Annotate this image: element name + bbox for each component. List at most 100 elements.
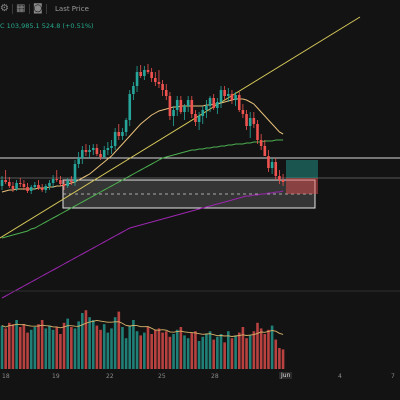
candle: [278, 170, 281, 184]
candle-body: [8, 182, 11, 186]
volume-bar: [117, 311, 121, 369]
candle-body: [44, 186, 48, 190]
candle-body: [59, 180, 62, 184]
candle: [11, 182, 15, 192]
candle-body: [128, 94, 132, 120]
candle-body: [33, 185, 37, 187]
candle-body: [270, 162, 274, 168]
candle-body: [4, 180, 7, 182]
candle-body: [274, 162, 278, 176]
candle: [135, 66, 139, 92]
volume-bar: [259, 328, 263, 369]
candle: [234, 92, 237, 106]
candle: [59, 176, 62, 186]
candle-body: [230, 94, 234, 100]
volume-bar: [95, 325, 99, 369]
candle-body: [66, 181, 69, 186]
volume-bar: [135, 331, 139, 369]
candle-body: [245, 114, 248, 126]
volume-bar: [4, 328, 7, 369]
toolbar-divider: [29, 4, 30, 14]
candle: [26, 183, 29, 193]
candle: [124, 118, 128, 136]
x-axis-label: 4: [338, 373, 342, 380]
candle-body: [88, 150, 91, 152]
candle: [73, 160, 77, 186]
candle-body: [216, 102, 219, 108]
volume-bar: [55, 327, 59, 369]
candle: [106, 142, 110, 155]
candle-body: [161, 84, 164, 90]
x-axis-label: 25: [158, 373, 166, 380]
volume-bar: [205, 334, 208, 369]
candle: [81, 146, 84, 164]
volume-bar: [183, 335, 186, 369]
price-mode-selector[interactable]: Last Price: [55, 5, 89, 13]
candle-body: [22, 184, 26, 187]
candle-body: [29, 187, 33, 191]
candle: [263, 140, 267, 156]
candle: [70, 176, 73, 185]
candle-body: [190, 100, 194, 114]
volume-bar: [237, 332, 241, 369]
volume-bar: [88, 317, 91, 369]
candle: [51, 175, 55, 188]
candle: [150, 68, 153, 82]
candle: [128, 90, 132, 126]
candle-body: [252, 118, 256, 124]
candle: [256, 120, 259, 144]
candle-body: [281, 180, 285, 182]
volume-bar: [40, 320, 44, 369]
volume-bar: [223, 342, 226, 369]
candle-body: [241, 110, 245, 114]
candle: [113, 128, 117, 150]
candle: [179, 96, 183, 114]
toolbar-divider: [12, 4, 13, 14]
candle: [55, 170, 59, 182]
volume-bar: [102, 324, 106, 369]
volume-bar: [197, 341, 201, 369]
candle-body: [267, 156, 270, 168]
candle: [241, 104, 245, 118]
candle: [168, 92, 172, 120]
candle-body: [113, 132, 117, 146]
x-axis-label: 19: [52, 373, 60, 380]
volume-bar: [219, 334, 223, 369]
volume-bar: [44, 328, 48, 369]
candle: [121, 128, 124, 140]
chart-settings-icon[interactable]: ⚙: [0, 3, 9, 14]
candle: [33, 182, 37, 190]
candle-body: [227, 94, 230, 96]
candle: [0, 176, 4, 190]
candle: [201, 106, 205, 124]
volume-bar: [216, 336, 219, 369]
candle-body: [95, 148, 99, 154]
volume-bar: [245, 338, 248, 369]
candle: [259, 134, 263, 150]
candle-body: [259, 140, 263, 146]
candle-body: [201, 110, 205, 116]
candle-body: [157, 82, 161, 84]
candle-body: [15, 183, 18, 189]
candle-body: [117, 132, 121, 136]
candle-body: [132, 86, 135, 94]
table-icon[interactable]: ▦: [16, 3, 26, 14]
candle: [230, 90, 234, 104]
candle-body: [121, 132, 124, 136]
volume-bar: [8, 322, 11, 369]
candle: [212, 94, 215, 110]
candle-body: [219, 90, 223, 102]
volume-bar: [263, 334, 267, 369]
volume-bar: [139, 335, 142, 369]
volume-bar: [172, 334, 175, 369]
volume-bar: [278, 348, 281, 369]
volume-bar: [175, 329, 179, 369]
volume-bar: [26, 332, 29, 369]
candle: [164, 84, 168, 100]
candle: [194, 110, 197, 126]
camera-icon[interactable]: ◙: [33, 3, 43, 14]
price-pane: [0, 16, 400, 299]
candle: [186, 96, 190, 112]
candle: [4, 170, 7, 184]
